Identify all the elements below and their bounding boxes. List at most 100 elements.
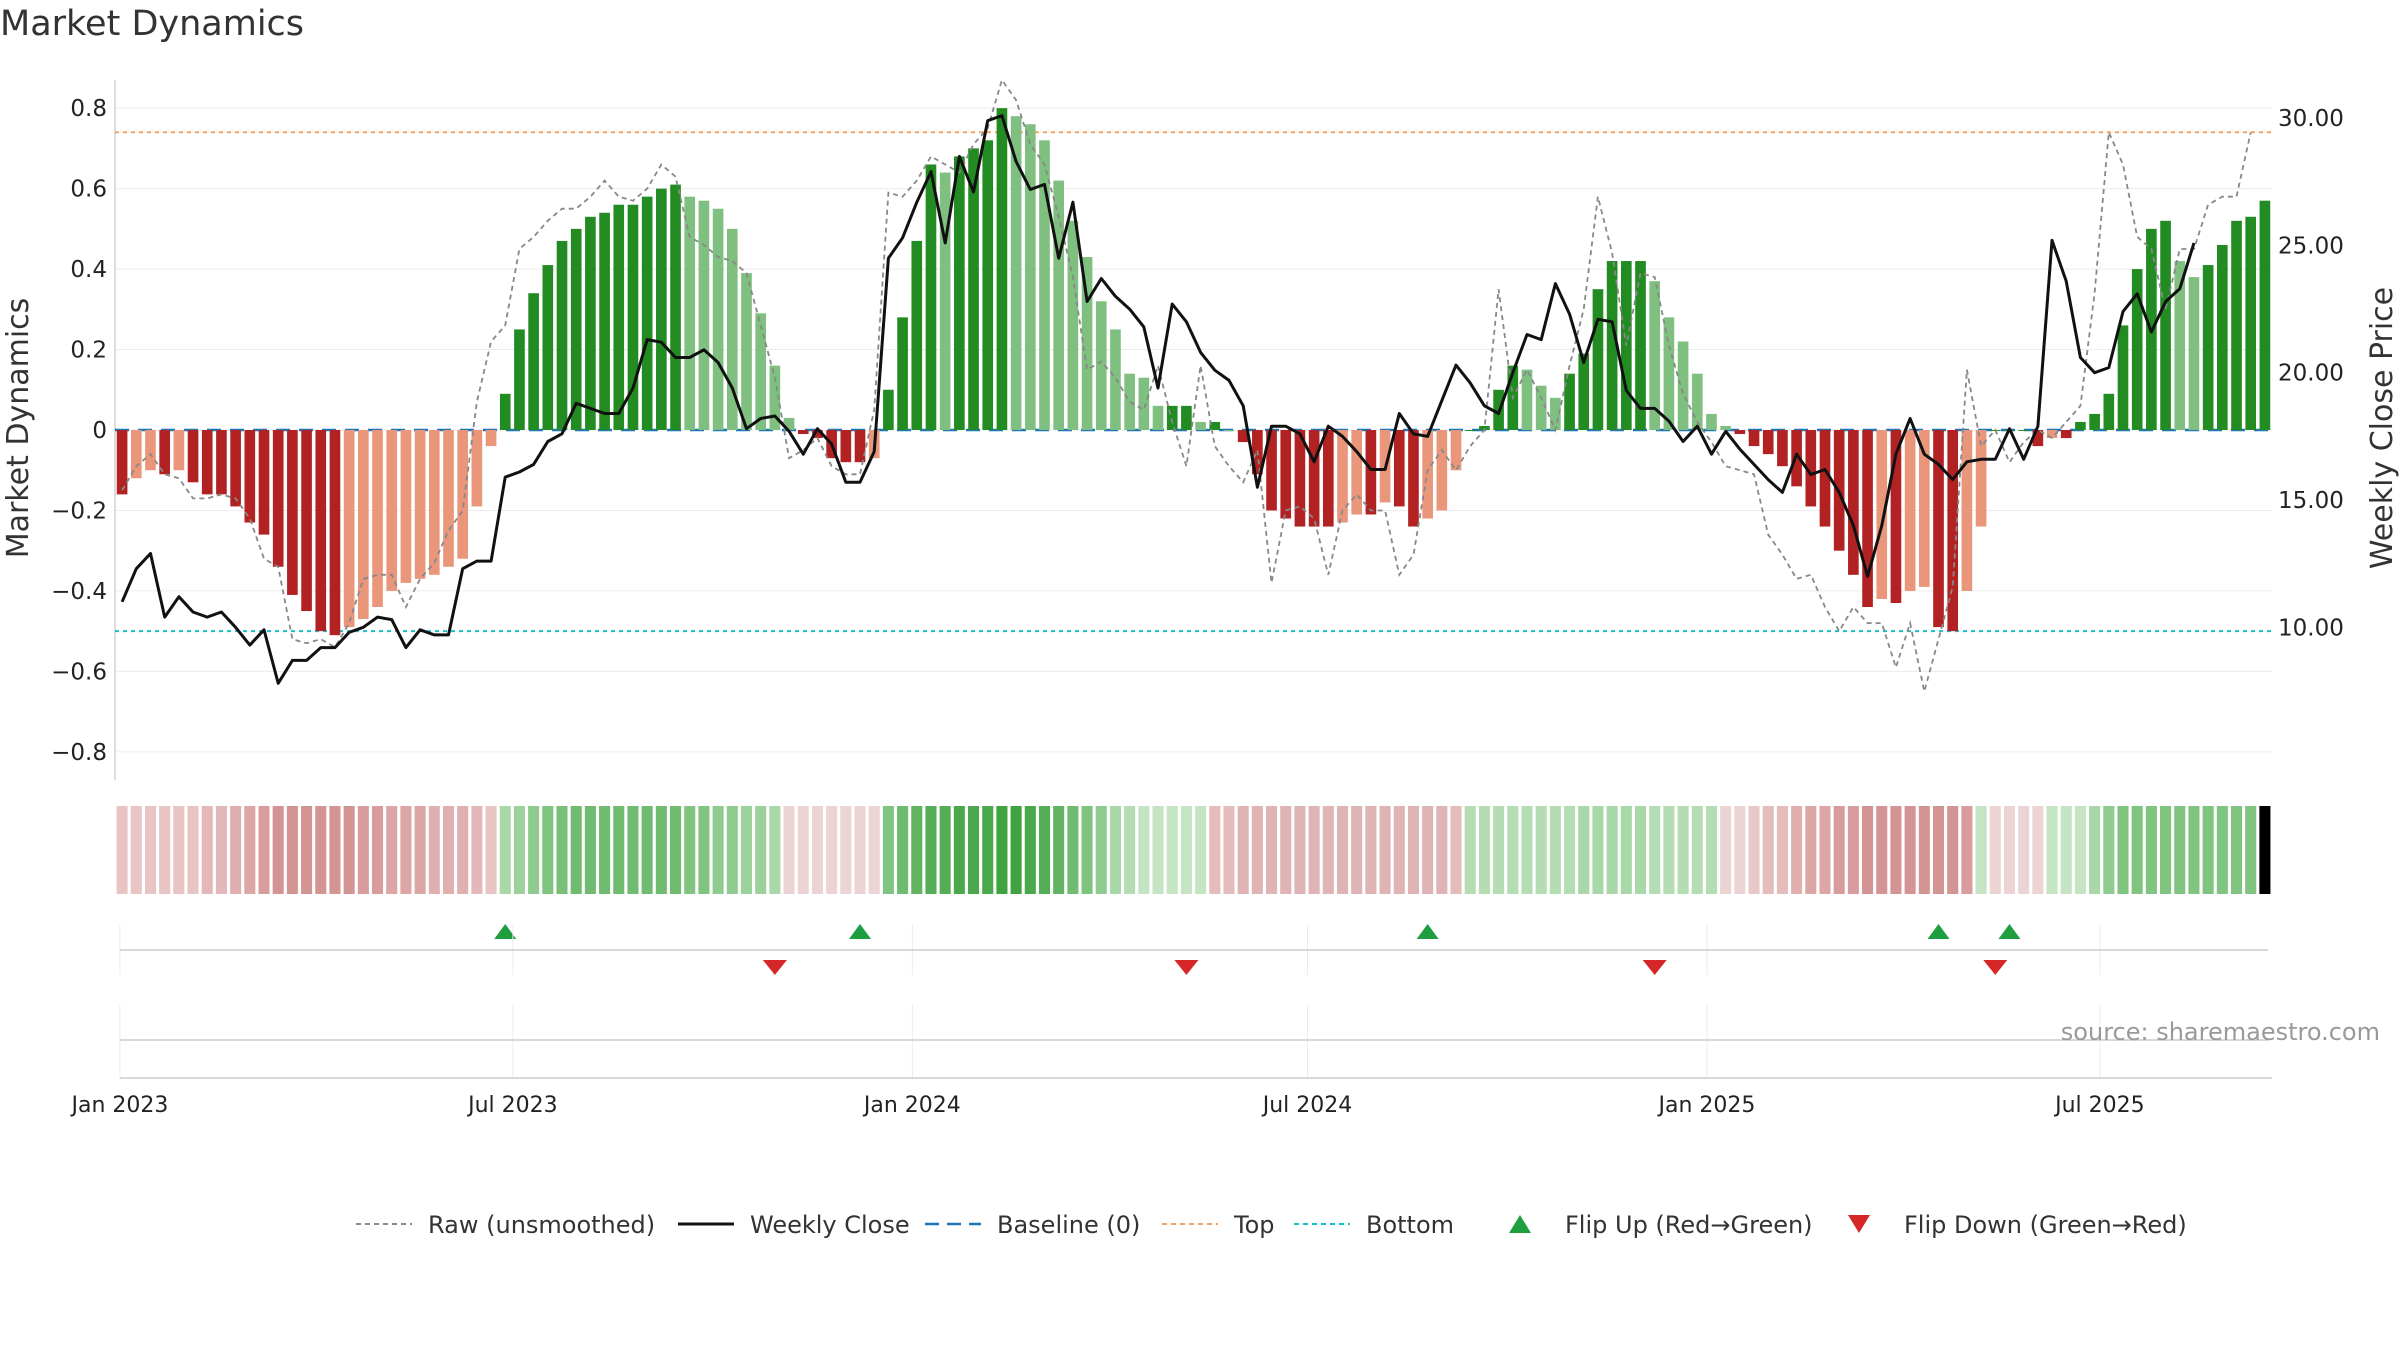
band-cell — [513, 806, 525, 894]
y2-tick-label: 10.00 — [2278, 615, 2344, 641]
bar — [428, 430, 440, 575]
band-cell — [2131, 806, 2143, 894]
band-cell — [2089, 806, 2101, 894]
band-cell — [1819, 806, 1831, 894]
source-label: source: sharemaestro.com — [2061, 1018, 2380, 1046]
raw-unsmoothed-line — [121, 77, 2252, 692]
band-cell — [684, 806, 696, 894]
band-cell — [1308, 806, 1320, 894]
band-cell — [1677, 806, 1689, 894]
bar — [1024, 124, 1036, 431]
y2-tick-label: 25.00 — [2278, 233, 2344, 259]
band-cell — [144, 806, 157, 894]
band-cell — [670, 806, 682, 894]
bar — [1408, 430, 1419, 527]
regime-band — [116, 806, 2271, 894]
band-cell — [1450, 806, 1462, 894]
bar — [797, 430, 809, 435]
band-cell — [1975, 806, 1987, 894]
legend-label: Baseline (0) — [997, 1211, 1140, 1239]
band-cell — [1549, 806, 1561, 894]
bar — [1464, 430, 1476, 431]
bar — [2245, 216, 2257, 430]
band-cell — [1124, 806, 1136, 894]
bar — [769, 365, 781, 430]
bar — [1422, 430, 1433, 519]
band-cell — [2046, 806, 2058, 894]
band-cell — [1322, 806, 1334, 894]
band-cell — [2174, 806, 2186, 894]
y-tick-label: 0.4 — [70, 257, 107, 283]
band-cell — [840, 806, 852, 894]
bar — [358, 430, 369, 620]
y-axis-left: 0.8 0.6 0.4 0.2 0 −0.2 −0.4 −0.6 −0.8 — [51, 96, 107, 766]
legend-label: Top — [1233, 1211, 1275, 1239]
bar — [897, 317, 908, 430]
band-cell — [627, 806, 639, 894]
bar — [116, 430, 128, 495]
band-cell — [1223, 806, 1235, 894]
band-cell — [882, 806, 894, 894]
band-cell — [854, 806, 866, 894]
band-cell — [1336, 806, 1349, 894]
band-cell — [2202, 806, 2214, 894]
bars — [116, 108, 2271, 636]
bar — [641, 196, 653, 430]
legend-item: Flip Up (Red→Green) — [1509, 1211, 1813, 1239]
band-cell — [1237, 806, 1249, 894]
bar — [1124, 373, 1135, 430]
bar — [514, 329, 525, 430]
band-cell — [897, 806, 909, 894]
bar — [315, 430, 327, 632]
x-axis: Jan 2023 Jul 2023 Jan 2024 Jul 2024 Jan 2025… — [69, 925, 2272, 1118]
bar — [1166, 405, 1178, 430]
band-cell — [499, 806, 511, 894]
bar — [1308, 430, 1320, 527]
band-cell — [1109, 806, 1121, 894]
bar — [329, 430, 341, 636]
band-cell — [953, 806, 965, 894]
bar — [1110, 329, 1121, 430]
band-cell — [2032, 806, 2044, 894]
flip-markers — [494, 924, 2021, 975]
band-cell — [386, 806, 398, 894]
bar — [599, 212, 610, 430]
band-cell — [542, 806, 554, 894]
band-cell — [911, 806, 923, 894]
y-tick-label: 0 — [92, 418, 107, 444]
bar — [2259, 200, 2271, 430]
band-cell — [230, 806, 242, 894]
band-cell — [755, 806, 767, 894]
band-cell — [1166, 806, 1178, 894]
bar — [1209, 421, 1221, 430]
band-cell — [1989, 806, 2001, 894]
bar — [258, 430, 270, 535]
bar — [1748, 430, 1760, 447]
legend: Raw (unsmoothed) Weekly Close Baseline (0)… — [356, 1211, 2187, 1239]
band-cell — [485, 806, 497, 894]
bar — [216, 430, 227, 495]
band-cell — [2060, 806, 2072, 894]
band-cell — [2160, 806, 2172, 894]
band-cell — [1720, 806, 1732, 894]
legend-label: Raw (unsmoothed) — [428, 1211, 655, 1239]
bar — [2046, 430, 2058, 439]
y-axis-label: Market Dynamics — [1, 298, 36, 559]
bar — [1450, 430, 1462, 471]
bar — [2032, 430, 2044, 447]
bar — [1337, 430, 1348, 523]
band-cell — [173, 806, 185, 894]
x-tick-label: Jul 2025 — [2053, 1093, 2145, 1118]
band-cell — [201, 806, 213, 894]
band-cell — [1890, 806, 1902, 894]
page-title: Market Dynamics — [0, 4, 305, 44]
band-cell — [315, 806, 327, 894]
y-tick-label: 0.8 — [70, 96, 107, 122]
bar — [1550, 397, 1561, 430]
bar — [2103, 393, 2115, 430]
bar — [1479, 425, 1490, 430]
band-cell — [939, 806, 951, 894]
y2-axis-label: Weekly Close Price — [2365, 287, 2400, 569]
bar — [1436, 430, 1448, 511]
band-cell — [811, 806, 823, 894]
